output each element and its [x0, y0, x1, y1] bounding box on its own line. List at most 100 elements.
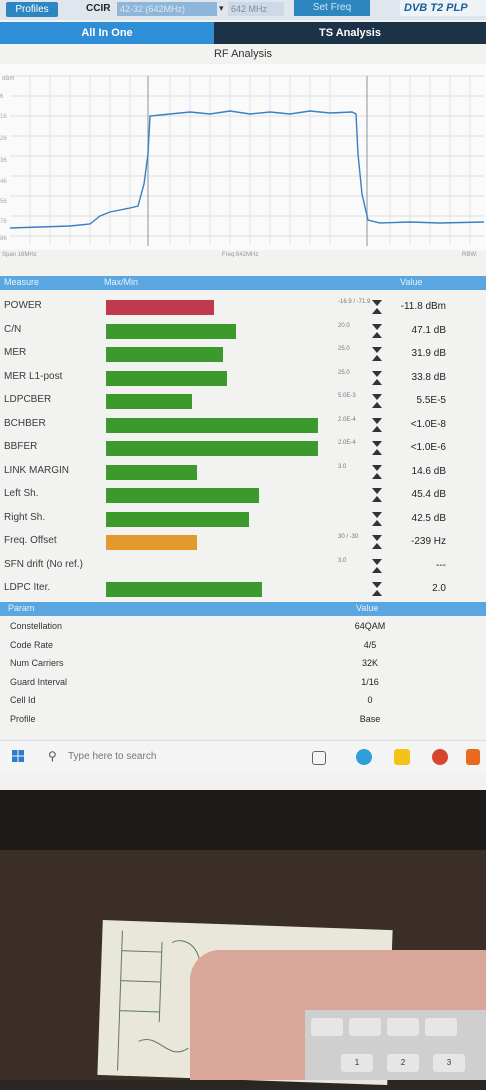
- measure-value: 14.6 dB: [411, 465, 446, 477]
- range-arrows-icon: [372, 300, 382, 314]
- y-tick-label: 26: [0, 136, 7, 142]
- measure-limit: 2.0E-4: [338, 440, 356, 446]
- maxmin-column-header: Max/Min: [104, 277, 139, 287]
- measure-row: BBFER 2.0E-4 <1.0E-6: [0, 437, 486, 460]
- monitor-bezel: [0, 790, 486, 850]
- measure-row: POWER -16.9 / -71.9 -11.8 dBm: [0, 296, 486, 319]
- range-arrows-icon: [372, 582, 382, 596]
- range-arrows-icon: [372, 441, 382, 455]
- measure-value: 45.4 dB: [411, 489, 446, 500]
- windows-start-icon[interactable]: [12, 750, 24, 762]
- measure-bar: [106, 300, 214, 315]
- param-label: Constellation: [10, 621, 63, 631]
- measure-row: LDPCBER 5.0E-3 5.5E-5: [0, 390, 486, 413]
- measure-limit: 3.0: [338, 463, 347, 470]
- keyboard: 1 2 3: [305, 1010, 486, 1080]
- measure-value: 47.1 dB: [411, 324, 446, 336]
- top-toolbar: Profiles CCIR 42-32 (642MHz) ▾ 642 MHz S…: [0, 0, 486, 20]
- measure-label: LINK MARGIN: [4, 464, 70, 476]
- keyboard-key: [425, 1018, 457, 1036]
- measure-value: -11.8 dBm: [400, 301, 446, 312]
- value-column-header: Value: [400, 277, 423, 287]
- set-freq-button[interactable]: Set Freq: [294, 0, 370, 16]
- tab-all-in-one[interactable]: All In One: [0, 22, 214, 44]
- tab-bar: All In One TS Analysis: [0, 22, 486, 44]
- standard-label: CCIR: [86, 3, 111, 14]
- measure-value: ---: [436, 559, 446, 571]
- range-arrows-icon: [372, 511, 382, 526]
- measure-limit: 25.0: [338, 346, 350, 352]
- measure-row: LINK MARGIN 3.0 14.6 dB: [0, 461, 486, 484]
- chevron-down-icon[interactable]: ▾: [219, 3, 224, 13]
- frequency-field[interactable]: 642 MHz: [228, 2, 284, 16]
- range-arrows-icon: [372, 558, 382, 573]
- keyboard-key: 2: [387, 1054, 419, 1072]
- measure-value: 33.8 dB: [411, 371, 446, 383]
- vlc-player-icon[interactable]: [466, 749, 480, 765]
- profiles-button[interactable]: Profiles: [6, 2, 58, 17]
- param-value: 0: [367, 695, 373, 705]
- chrome-browser-icon[interactable]: [432, 749, 448, 765]
- param-value-column-header: Value: [356, 603, 379, 613]
- range-arrows-icon: [372, 535, 382, 549]
- y-tick-label: 16: [0, 114, 7, 120]
- channel-select[interactable]: 42-32 (642MHz): [117, 2, 217, 16]
- spectrum-footer: Span 16MHz Freq:642MHz RBW:: [0, 252, 486, 262]
- mode-badge: DVB T2 PLP: [400, 0, 486, 16]
- windows-taskbar: ⚲ Type here to search: [0, 740, 486, 773]
- measure-value: 42.5 dB: [411, 512, 446, 524]
- measure-limit: 20.0: [338, 322, 350, 329]
- taskbar-search-input[interactable]: Type here to search: [68, 751, 157, 762]
- keyboard-key: 1: [341, 1054, 373, 1072]
- measure-bar: [106, 511, 249, 527]
- y-tick-label: 6: [0, 94, 4, 100]
- param-row: Num Carriers 32K: [0, 655, 486, 674]
- y-tick-label: 46: [0, 179, 7, 185]
- measure-value: -239 Hz: [410, 536, 446, 547]
- measure-label: SFN drift (No ref.): [4, 558, 83, 570]
- measure-bar: [106, 464, 197, 480]
- range-arrows-icon: [372, 464, 382, 479]
- param-value: 64QAM: [354, 621, 386, 631]
- param-row: Guard Interval 1/16: [0, 674, 486, 693]
- search-icon[interactable]: ⚲: [48, 749, 57, 763]
- edge-browser-icon[interactable]: [356, 749, 372, 765]
- keyboard-key: 3: [433, 1054, 465, 1072]
- measure-value: 5.5E-5: [416, 395, 446, 406]
- measure-bar: [106, 394, 192, 409]
- measure-bar: [106, 347, 223, 362]
- measure-bar: [106, 582, 262, 597]
- param-value: Base: [359, 713, 381, 724]
- measure-column-header: Measure: [4, 277, 40, 287]
- measure-label: LDPC Iter.: [4, 582, 51, 593]
- measure-row: Left Sh. 45.4 dB: [0, 484, 486, 507]
- measure-value: 31.9 dB: [411, 348, 446, 359]
- measure-bar: [106, 323, 236, 339]
- param-label: Guard Interval: [10, 676, 68, 687]
- measure-table-header: Measure Max/Min Value: [0, 276, 486, 290]
- param-row: Code Rate 4/5: [0, 637, 486, 656]
- keyboard-key: [349, 1018, 381, 1036]
- task-view-icon[interactable]: [312, 751, 326, 765]
- measure-row: SFN drift (No ref.) 3.0 ---: [0, 555, 486, 578]
- param-row: Profile Base: [0, 711, 486, 730]
- measure-value: 2.0: [432, 583, 446, 594]
- measure-limit: -16.9 / -71.9: [338, 299, 371, 305]
- tab-ts-analysis[interactable]: TS Analysis: [214, 22, 486, 44]
- monitor-screen: Profiles CCIR 42-32 (642MHz) ▾ 642 MHz S…: [0, 0, 486, 790]
- param-label: Profile: [10, 713, 36, 724]
- param-row: Constellation 64QAM: [0, 618, 486, 637]
- param-value: 1/16: [361, 676, 379, 687]
- measure-row: BCHBER 2.0E-4 <1.0E-8: [0, 414, 486, 437]
- measure-row: MER L1-post 25.0 33.8 dB: [0, 367, 486, 390]
- measure-row: Freq. Offset 30 / -30 -239 Hz: [0, 531, 486, 554]
- range-arrows-icon: [372, 370, 382, 385]
- spectrum-unit: dBm: [2, 76, 15, 82]
- measure-label: BCHBER: [4, 417, 46, 429]
- measure-bar: [106, 417, 318, 433]
- measure-row: C/N 20.0 47.1 dB: [0, 320, 486, 343]
- measure-label: POWER: [4, 300, 42, 311]
- y-tick-label: 56: [0, 199, 7, 205]
- spectrum-plot: dBm 6 16 26 36 46 56 76 86: [0, 64, 486, 250]
- file-explorer-icon[interactable]: [394, 749, 410, 765]
